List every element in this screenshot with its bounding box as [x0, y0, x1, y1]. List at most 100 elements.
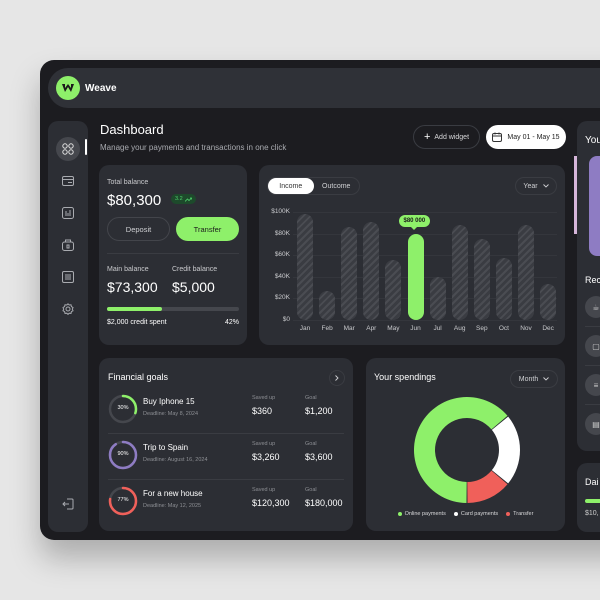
shopping-bag-icon: ▢: [592, 341, 600, 351]
goal-progress-ring: [108, 394, 138, 424]
recent-item-2[interactable]: ▢: [585, 335, 600, 357]
tab-outcome[interactable]: Outcome: [322, 182, 351, 190]
x-axis-tick: Dec: [542, 325, 554, 332]
legend-label: Transfer: [513, 511, 534, 517]
wallet-icon: [62, 239, 74, 251]
goal-percent: 90%: [117, 451, 129, 457]
x-axis-tick: Feb: [321, 325, 333, 332]
main-balance-value: $73,300: [107, 279, 158, 295]
bar-aug[interactable]: [451, 224, 468, 320]
goal-name: Buy Iphone 15: [143, 397, 195, 406]
divider: [108, 433, 344, 434]
bar-jul[interactable]: [429, 276, 446, 320]
divider: [108, 479, 344, 480]
goal-label: Goal: [305, 487, 317, 493]
chevron-right-icon: [335, 375, 339, 381]
right-panel-title: You: [585, 135, 600, 146]
spendings-period-select[interactable]: Month: [510, 370, 558, 388]
bar-nov[interactable]: [518, 224, 534, 320]
goal-progress-ring: [108, 486, 138, 516]
daily-progress-bar: [585, 499, 600, 503]
tab-income[interactable]: Income: [268, 178, 314, 194]
saved-up-label: Saved up: [252, 395, 276, 401]
y-axis-tick: $0: [282, 316, 290, 323]
goal-label: Goal: [305, 441, 317, 447]
coffee-icon: ☕: [592, 302, 600, 312]
credit-progress-bar: [107, 307, 239, 311]
saved-up-label: Saved up: [252, 441, 276, 447]
goal-percent: 77%: [117, 497, 129, 503]
recent-item-3[interactable]: ≡: [585, 374, 600, 396]
gridline: [293, 320, 557, 321]
recent-item-1[interactable]: ☕: [585, 296, 600, 318]
add-widget-button[interactable]: + Add widget: [413, 125, 480, 149]
goal-row[interactable]: 30% Buy Iphone 15 Deadline: May 8, 2024 Sav…: [108, 387, 344, 433]
bar-jun[interactable]: [407, 233, 424, 320]
saved-up-value: $3,260: [252, 452, 280, 462]
goal-row[interactable]: 77% For a new house Deadline: May 12, 2025…: [108, 479, 344, 525]
main-balance-label: Main balance: [107, 266, 149, 273]
legend-item: Card payments: [453, 511, 498, 517]
period-select[interactable]: Year: [515, 177, 557, 195]
donut-segment-card-payments[interactable]: [491, 416, 520, 484]
y-axis-tick: $20K: [274, 294, 290, 302]
app-window: Weave Dashboard Manage your payments and…: [40, 60, 600, 540]
goal-value: $3,600: [305, 452, 333, 462]
plus-icon: +: [423, 130, 431, 143]
saved-up-value: $120,300: [252, 498, 290, 508]
bar-apr[interactable]: [363, 221, 380, 320]
bar-sep[interactable]: [473, 239, 490, 320]
goal-value: $180,000: [305, 498, 343, 508]
legend-item: Online payments: [397, 511, 446, 517]
x-axis-tick: Jan: [299, 325, 311, 332]
bar-oct[interactable]: [495, 258, 512, 320]
spendings-donut-chart: [414, 397, 520, 503]
sidebar-item-wallet[interactable]: [56, 233, 80, 257]
brand-name: Weave: [85, 82, 117, 94]
trend-up-icon: [184, 197, 192, 202]
divider: [107, 253, 239, 254]
bar-feb[interactable]: [319, 290, 336, 320]
divider: [585, 326, 600, 327]
weave-logo-icon[interactable]: [56, 76, 80, 100]
gridline: [293, 212, 557, 213]
calendar-icon: [492, 132, 503, 142]
sidebar-item-cards[interactable]: [56, 169, 80, 193]
bar-chart-icon: [62, 207, 74, 219]
daily-limit-panel: Dai $10,: [577, 463, 600, 532]
date-range-picker[interactable]: May 01 - May 15: [486, 125, 566, 149]
bar-mar[interactable]: [341, 227, 358, 320]
active-nav-indicator: [85, 139, 87, 155]
logout-button[interactable]: [56, 492, 80, 516]
sidebar-item-settings[interactable]: [56, 297, 80, 321]
bar-may[interactable]: [385, 259, 402, 320]
total-balance-value: $80,300: [107, 192, 162, 209]
bar-dec[interactable]: [540, 284, 557, 320]
goal-row[interactable]: 90% Trip to Spain Deadline: August 16, 202…: [108, 433, 344, 479]
x-axis-tick: Mar: [343, 325, 355, 332]
recent-item-4[interactable]: ▤: [585, 413, 600, 435]
x-axis-tick: Sep: [476, 325, 488, 332]
x-axis-tick: Jul: [433, 325, 442, 332]
sidebar-item-dashboard[interactable]: [56, 137, 80, 161]
gridline: [293, 298, 557, 300]
donut-segment-online-payments[interactable]: [414, 397, 508, 503]
goals-title: Financial goals: [108, 372, 169, 382]
card-preview-purple[interactable]: [589, 156, 600, 256]
financial-goals-card: Financial goals 30% Buy Iphone 15 Deadline…: [99, 358, 353, 531]
bar-jan[interactable]: [297, 214, 313, 320]
deposit-button[interactable]: Deposit: [107, 217, 170, 241]
transfer-button[interactable]: Transfer: [176, 217, 239, 241]
sidebar-item-transactions[interactable]: [56, 265, 80, 289]
y-axis-tick: $40K: [274, 272, 290, 280]
goal-percent: 30%: [117, 405, 129, 411]
goals-more-button[interactable]: [329, 370, 345, 386]
goal-deadline: Deadline: May 8, 2024: [143, 411, 199, 417]
legend-item: Transfer: [506, 511, 533, 517]
sidebar-item-analytics[interactable]: [56, 201, 80, 225]
list-icon: [62, 271, 74, 283]
y-axis-tick: $60K: [274, 251, 290, 259]
database-icon: ≡: [593, 380, 599, 390]
donut-segment-transfer[interactable]: [467, 470, 508, 503]
goal-deadline: Deadline: May 12, 2025: [143, 503, 202, 509]
